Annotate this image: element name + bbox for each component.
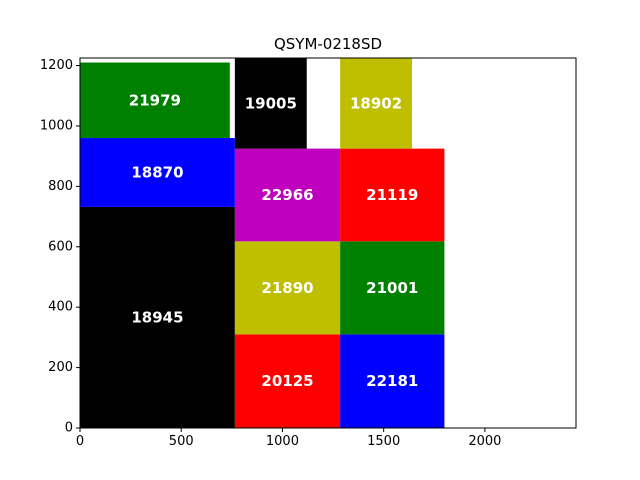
x-tick-label: 1000 [266, 434, 299, 449]
tile-rect [340, 148, 445, 242]
axes-frame [79, 57, 577, 429]
tile-rect [80, 206, 235, 428]
tile-label: 21119 [366, 186, 418, 204]
y-tick-label: 1200 [40, 58, 73, 73]
tile-rect [234, 241, 341, 335]
tile-rect [234, 148, 341, 242]
y-tick-label: 600 [48, 239, 73, 254]
tile-rect [234, 334, 341, 428]
tile-label: 21979 [129, 91, 181, 109]
tile-label: 22181 [366, 372, 418, 390]
tile-label: 21001 [366, 279, 418, 297]
tile-label: 18870 [131, 163, 183, 181]
y-tick-label: 1000 [40, 118, 73, 133]
tile-label: 18945 [131, 308, 183, 326]
tile-rect [234, 58, 307, 149]
y-tick-label: 800 [48, 179, 73, 194]
x-tick-label: 1500 [367, 434, 400, 449]
tile-label: 22966 [261, 186, 313, 204]
y-tick-label: 400 [48, 300, 73, 315]
tile-label: 18902 [350, 94, 402, 112]
tile-label: 19005 [245, 94, 297, 112]
tile-label: 20125 [261, 372, 313, 390]
tile-rect [80, 62, 230, 139]
tile-rect [340, 334, 445, 428]
x-tick-label: 500 [169, 434, 194, 449]
tile-rect [340, 241, 445, 335]
y-tick-label: 0 [65, 421, 73, 436]
chart-title: QSYM-0218SD [274, 35, 382, 53]
tile-label: 21890 [261, 279, 313, 297]
y-tick-label: 200 [48, 360, 73, 375]
tile-rect [340, 58, 413, 149]
tile-rect [80, 138, 235, 207]
x-tick-label: 2000 [468, 434, 501, 449]
plot-area: 18945 18870 21979 20125 21890 22966 19005 22181… [40, 57, 577, 449]
x-tick-label: 0 [76, 434, 84, 449]
